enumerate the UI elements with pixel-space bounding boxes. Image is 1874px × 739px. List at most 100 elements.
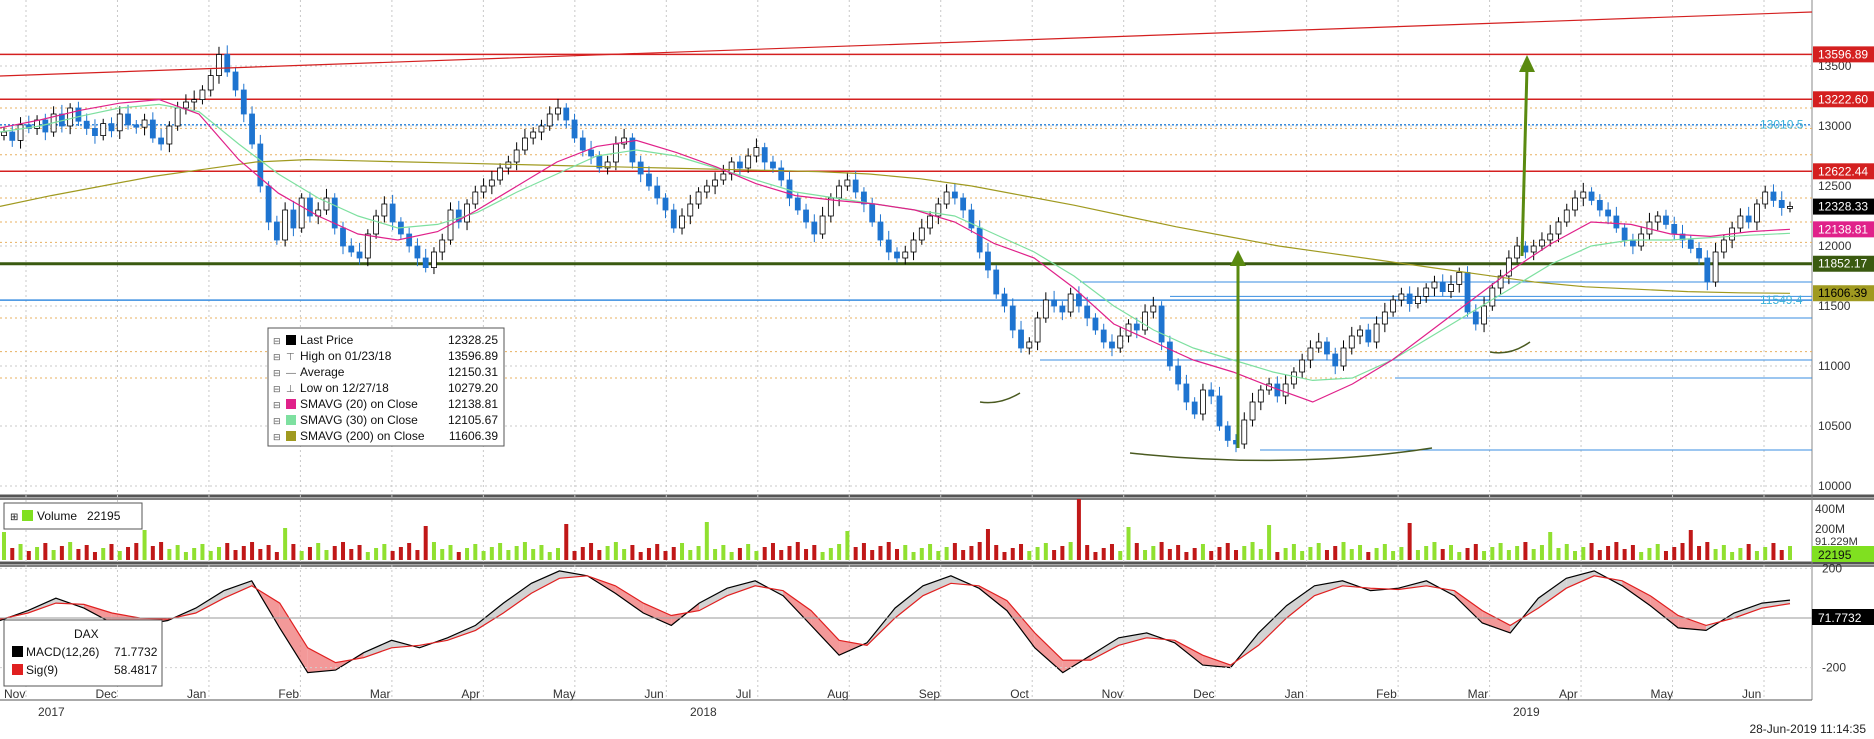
month-tick-label: Apr bbox=[1559, 687, 1578, 701]
price-tag-bg bbox=[1813, 163, 1874, 180]
candle-body bbox=[149, 119, 156, 139]
candle-body bbox=[1018, 329, 1024, 349]
volume-bar bbox=[919, 548, 924, 560]
macd-fill bbox=[0, 570, 1790, 673]
volume-bar bbox=[192, 548, 197, 560]
candle-body bbox=[422, 257, 429, 269]
volume-bar bbox=[696, 546, 701, 560]
volume-bar bbox=[1358, 545, 1363, 560]
legend-toggle: ⊟ bbox=[273, 400, 281, 410]
legend-entry-label: Low on 12/27/18 bbox=[300, 381, 389, 395]
volume-bar bbox=[266, 545, 271, 560]
macd-histogram-fill bbox=[783, 590, 812, 626]
legend-marker: ⊤ bbox=[286, 352, 295, 363]
volume-bar bbox=[1027, 551, 1032, 560]
volume-bar bbox=[1663, 551, 1668, 560]
candle-body bbox=[563, 107, 570, 121]
candle-body bbox=[373, 215, 379, 235]
price-tick-label: 13500 bbox=[1818, 59, 1852, 73]
candle-body bbox=[331, 197, 338, 229]
volume-bar bbox=[1415, 550, 1420, 560]
volume-bar bbox=[845, 531, 850, 560]
volume-bar bbox=[1523, 542, 1528, 560]
candle-body bbox=[1448, 283, 1454, 292]
volume-bar bbox=[688, 550, 693, 560]
candle-body bbox=[910, 239, 917, 253]
candle-body bbox=[918, 227, 925, 241]
volume-bar bbox=[481, 551, 486, 560]
candle-body bbox=[836, 185, 843, 199]
volume-bar bbox=[1746, 544, 1751, 560]
macd-histogram-fill bbox=[1286, 585, 1315, 618]
candle-body bbox=[1489, 287, 1496, 307]
volume-bar bbox=[398, 547, 403, 560]
volume-bar bbox=[92, 552, 97, 560]
candle-body bbox=[1572, 197, 1578, 211]
macd-panel: 2000-200 71.7732 DAX MACD(12,26) 71.7732… bbox=[0, 561, 1874, 687]
candle-body bbox=[794, 197, 801, 211]
volume-bar bbox=[1283, 548, 1288, 560]
candle-body bbox=[1605, 209, 1611, 217]
volume-bar bbox=[1581, 547, 1586, 560]
volume-bar bbox=[1275, 552, 1280, 560]
legend-entry-value: 12138.81 bbox=[448, 397, 498, 411]
volume-bar bbox=[407, 543, 412, 560]
volume-bar bbox=[895, 549, 899, 560]
volume-bar bbox=[1291, 544, 1296, 560]
candle-body bbox=[885, 239, 892, 253]
candle-body bbox=[307, 197, 313, 217]
candle-body bbox=[1423, 287, 1430, 297]
candle-body bbox=[1654, 215, 1661, 223]
candle-body bbox=[1009, 305, 1016, 331]
candle-body bbox=[654, 185, 661, 199]
candle-body bbox=[1092, 317, 1099, 331]
candle-body bbox=[670, 209, 677, 229]
macd-histogram-fill bbox=[1678, 615, 1707, 631]
volume-bar bbox=[390, 551, 395, 560]
candle-body bbox=[861, 191, 867, 205]
grid bbox=[0, 0, 1874, 701]
month-tick-label: Jan bbox=[1285, 687, 1304, 701]
candle-body bbox=[877, 221, 884, 241]
candle-body bbox=[1332, 353, 1339, 367]
candle-body bbox=[1100, 329, 1107, 343]
volume-bar bbox=[10, 548, 15, 560]
volume-bar bbox=[465, 548, 470, 560]
volume-bar bbox=[911, 552, 916, 560]
volume-bar bbox=[423, 526, 428, 560]
legend-swatch bbox=[286, 431, 296, 441]
price-tag-label: 12622.44 bbox=[1818, 164, 1868, 178]
price-tag-label: 11606.39 bbox=[1818, 286, 1867, 300]
arrow-up-left bbox=[1230, 250, 1246, 448]
volume-bar bbox=[1606, 546, 1611, 560]
candle-body bbox=[1166, 341, 1173, 367]
volume-bar bbox=[903, 545, 908, 560]
macd-histogram-fill bbox=[1482, 610, 1511, 633]
candle-body bbox=[1588, 191, 1595, 201]
volume-bar bbox=[126, 547, 131, 560]
candle-body bbox=[745, 155, 752, 169]
candle-body bbox=[1687, 239, 1694, 249]
candle-body bbox=[1514, 245, 1521, 259]
volume-bar bbox=[878, 546, 883, 560]
volume-bar bbox=[1010, 548, 1015, 560]
candle-body bbox=[1290, 371, 1297, 385]
price-axis: 10000 10500 11000 11500 12000 12500 13000 13500 bbox=[1818, 59, 1852, 493]
volume-bar bbox=[183, 552, 188, 560]
candle-body bbox=[1390, 299, 1397, 313]
volume-bar bbox=[307, 547, 312, 560]
candle-body bbox=[1315, 341, 1322, 349]
candle-body bbox=[1307, 347, 1314, 361]
candle-body bbox=[1613, 215, 1620, 229]
candle-body bbox=[125, 113, 131, 126]
candle-body bbox=[1539, 239, 1545, 247]
volume-bar bbox=[1721, 545, 1726, 560]
candle-body bbox=[753, 147, 760, 157]
price-tag-bg bbox=[1813, 91, 1874, 108]
macd-axis: 2000-200 bbox=[0, 561, 1846, 675]
candle-body bbox=[464, 203, 470, 223]
candle-body bbox=[720, 173, 727, 181]
price-tick-label: 10000 bbox=[1818, 479, 1852, 493]
candle-body bbox=[116, 113, 123, 132]
volume-bar bbox=[853, 547, 858, 560]
